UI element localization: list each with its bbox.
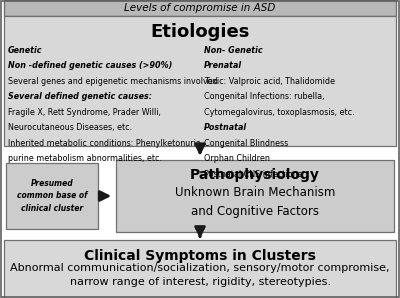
Text: Postnatal: Postnatal: [204, 123, 247, 132]
Text: Pathophysiology: Pathophysiology: [190, 168, 320, 182]
Text: Non -defined genetic causes (>90%): Non -defined genetic causes (>90%): [8, 61, 172, 70]
Text: Presumed
common base of
clinical cluster: Presumed common base of clinical cluster: [17, 179, 87, 213]
Text: Orphan Children: Orphan Children: [204, 154, 270, 163]
Bar: [4, 0, 396, 16]
Text: Several defined genetic causes:: Several defined genetic causes:: [8, 92, 152, 101]
Text: Toxic: Valproic acid, Thalidomide: Toxic: Valproic acid, Thalidomide: [204, 77, 335, 86]
Bar: [116, 160, 394, 232]
Text: Genetic: Genetic: [8, 46, 42, 55]
Text: Levels of compromise in ASD: Levels of compromise in ASD: [124, 3, 276, 13]
Bar: [4, 16, 396, 146]
Text: Several genes and epigenetic mechanisms involved: Several genes and epigenetic mechanisms …: [8, 77, 218, 86]
Text: Unknown Brain Mechanism
and Cognitive Factors: Unknown Brain Mechanism and Cognitive Fa…: [175, 186, 335, 218]
Text: Fragile X, Rett Syndrome, Prader Willi,: Fragile X, Rett Syndrome, Prader Willi,: [8, 108, 161, 117]
Text: Etiologies: Etiologies: [150, 23, 250, 41]
Text: Congenital Blindness: Congenital Blindness: [204, 139, 288, 148]
Bar: [6, 163, 98, 229]
Text: Neurocutaneous Diseases, etc.: Neurocutaneous Diseases, etc.: [8, 123, 132, 132]
Text: Congenital Infections: rubella,: Congenital Infections: rubella,: [204, 92, 324, 101]
Text: purine metabolism abnormalities, etc.: purine metabolism abnormalities, etc.: [8, 154, 162, 163]
Text: Inherited metabolic conditions: Phenylketonuria,: Inherited metabolic conditions: Phenylke…: [8, 139, 203, 148]
Text: Prenatal: Prenatal: [204, 61, 242, 70]
Text: Cytomegalovirus, toxoplasmosis, etc.: Cytomegalovirus, toxoplasmosis, etc.: [204, 108, 355, 117]
Text: Non- Genetic: Non- Genetic: [204, 46, 263, 55]
Bar: [4, 240, 396, 298]
Text: Clinical Symptoms in Clusters: Clinical Symptoms in Clusters: [84, 249, 316, 263]
Text: Abnormal communication/socialization, sensory/motor compromise,
narrow range of : Abnormal communication/socialization, se…: [10, 263, 390, 287]
Text: Postnatal CNS infections: Postnatal CNS infections: [204, 170, 302, 179]
